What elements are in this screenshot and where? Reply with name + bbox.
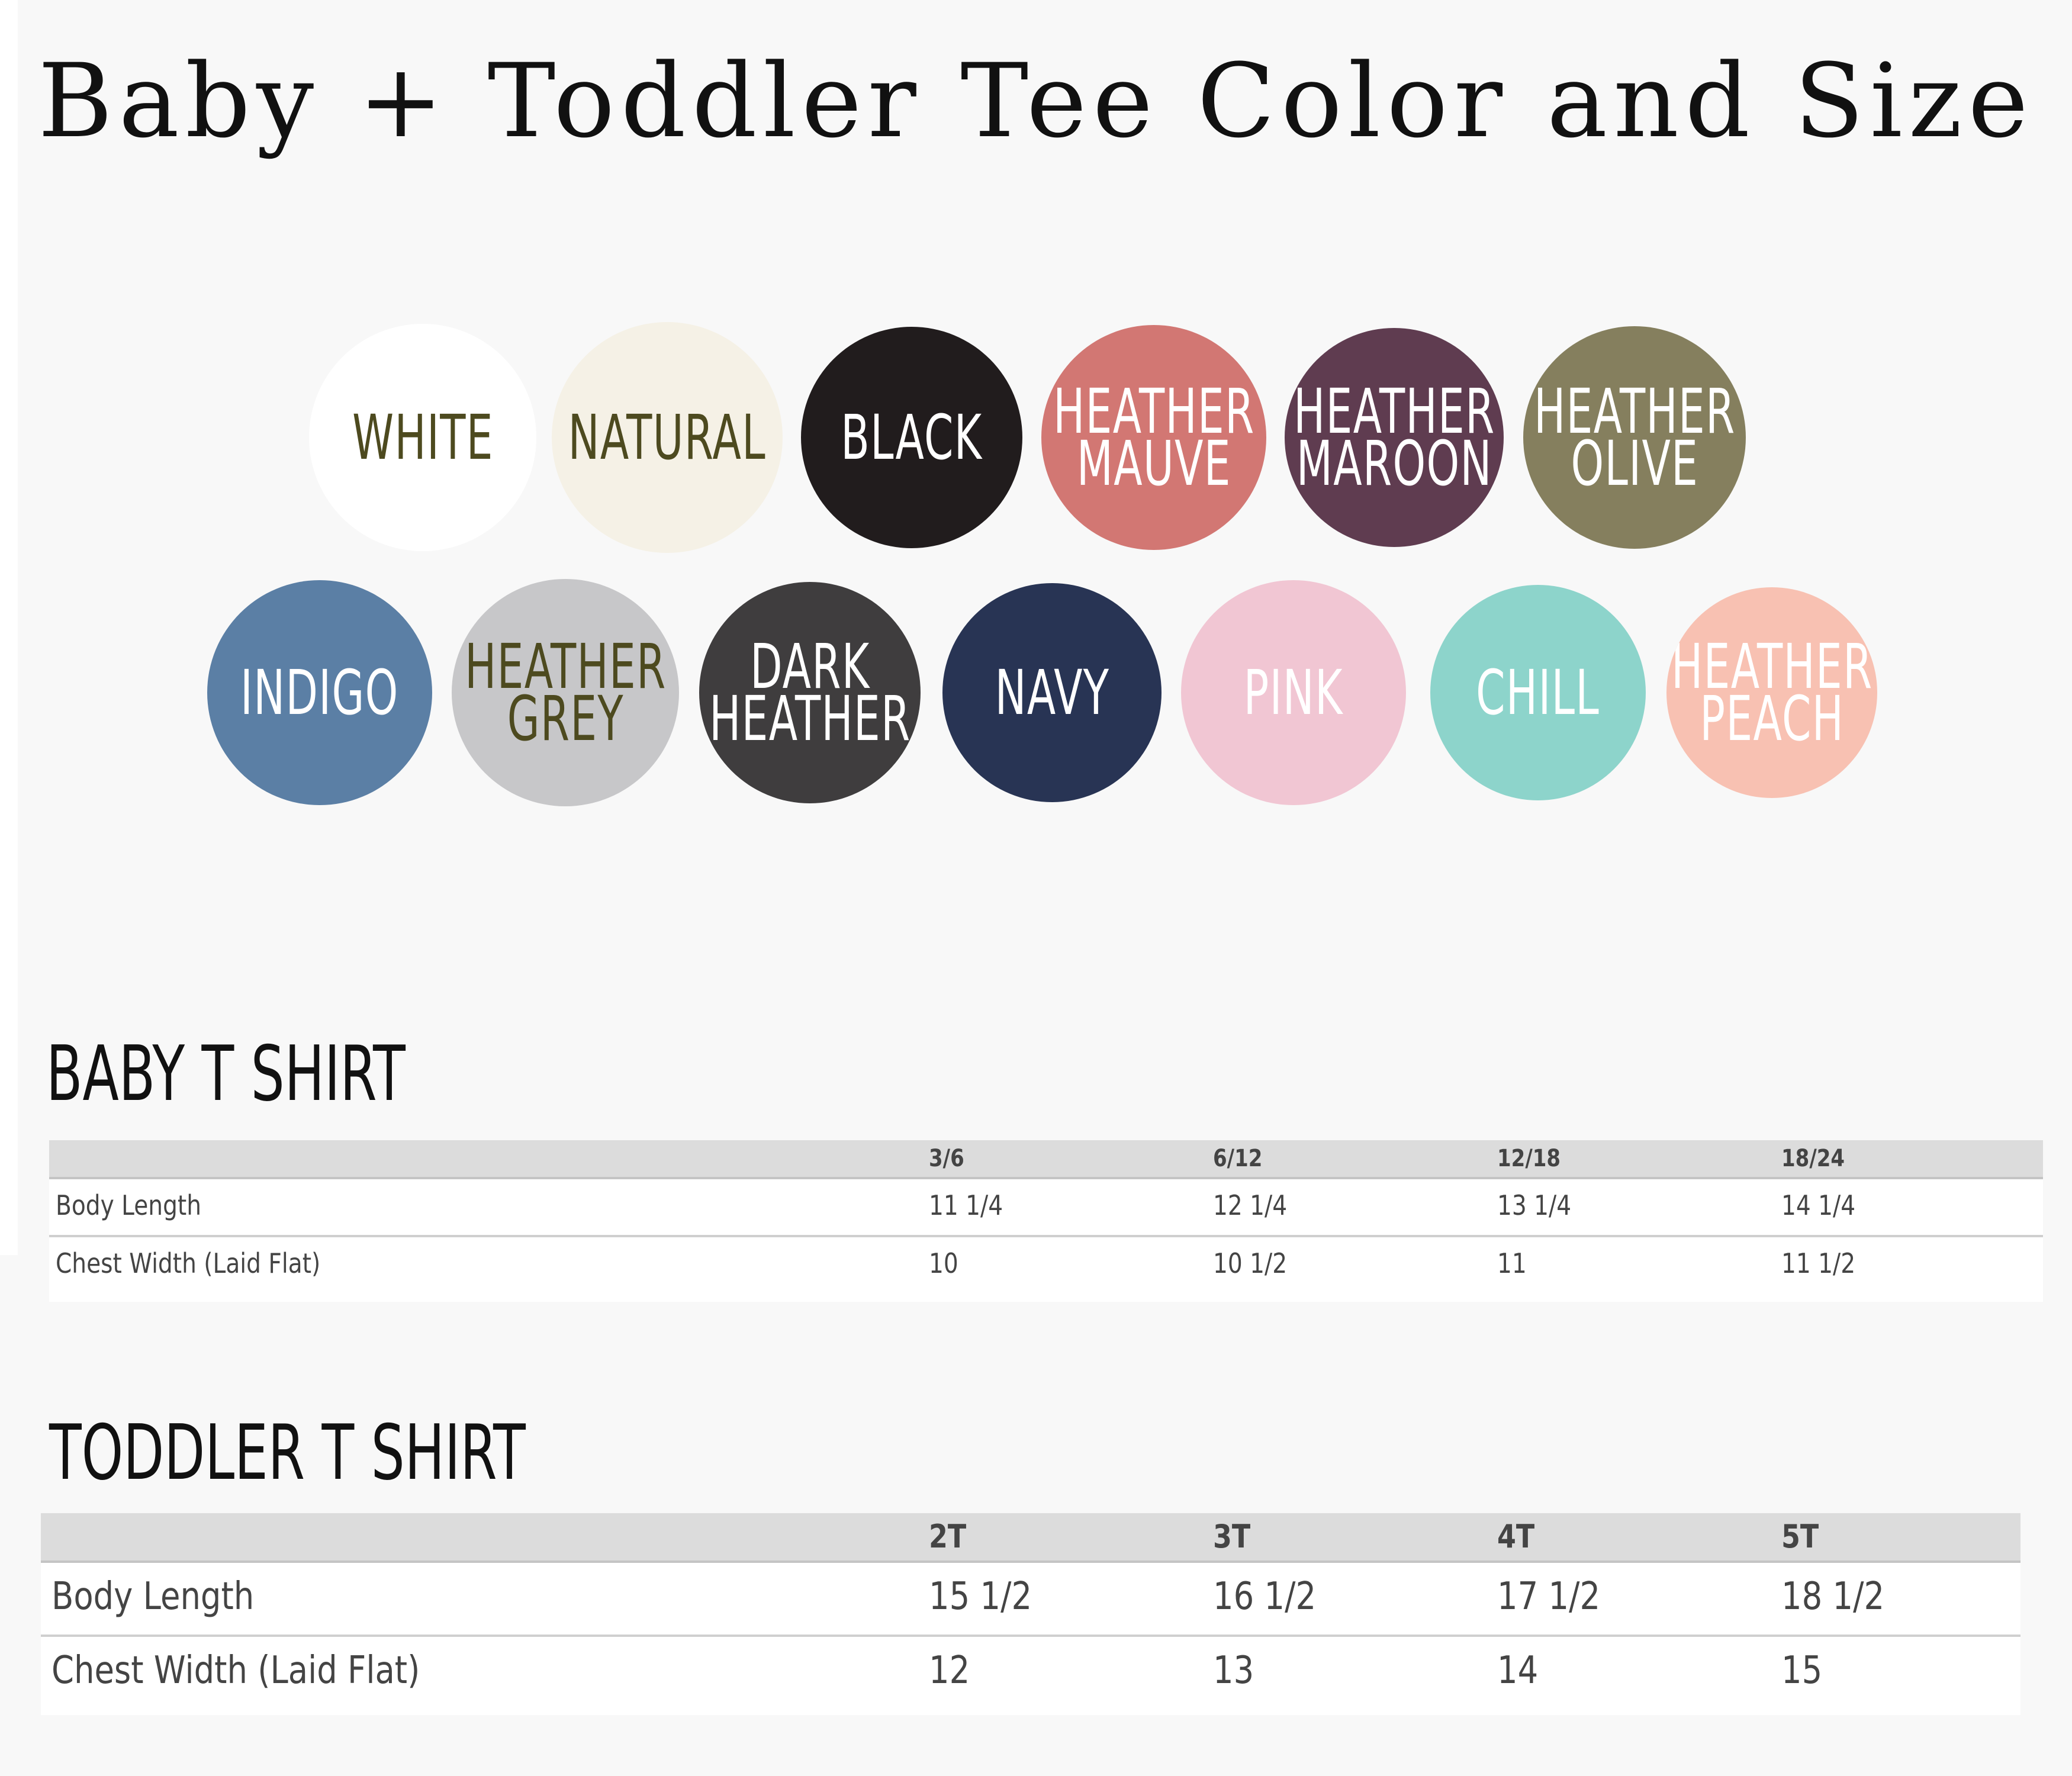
column-header: 6/12 <box>1213 1145 1263 1172</box>
color-swatch: INDIGO <box>207 580 432 805</box>
table-cell: 16 1/2 <box>1213 1575 1317 1619</box>
color-swatch: PINK <box>1181 580 1406 805</box>
row-label: Chest Width (Laid Flat) <box>56 1247 321 1279</box>
row-label: Body Length <box>56 1189 202 1221</box>
column-header: 2T <box>929 1518 967 1555</box>
table-cell: 17 1/2 <box>1497 1575 1601 1619</box>
toddler-size-table: 2T 3T 4T 5T Body Length 15 1/2 16 1/2 17 1/2 18 … <box>41 1513 2020 1715</box>
column-header: 3T <box>1213 1518 1251 1555</box>
color-label: HEATHER MAUVE <box>1053 375 1255 500</box>
color-swatch: CHILL <box>1430 585 1646 800</box>
table-row: Chest Width (Laid Flat) 10 10 1/2 11 11 1/2 <box>49 1237 2043 1293</box>
table-row: Body Length 15 1/2 16 1/2 17 1/2 18 1/2 <box>41 1563 2020 1637</box>
table-cell: 11 1/4 <box>929 1189 1003 1221</box>
color-swatch: BLACK <box>801 327 1022 548</box>
table-cell: 13 1/4 <box>1497 1189 1572 1221</box>
column-header: 18/24 <box>1781 1145 1845 1172</box>
table-cell: 14 1/4 <box>1781 1189 1856 1221</box>
table-row: Chest Width (Laid Flat) 12 13 14 15 <box>41 1637 2020 1709</box>
baby-heading: BABY T SHIRT <box>46 1030 406 1118</box>
color-label: PINK <box>1243 657 1344 729</box>
color-label: HEATHER GREY <box>464 630 667 755</box>
color-label: BLACK <box>841 401 983 474</box>
column-header: 12/18 <box>1497 1145 1561 1172</box>
page-title: Baby + Toddler Tee Color and Size <box>37 41 2035 160</box>
table-cell: 14 <box>1497 1649 1539 1693</box>
table-row: Body Length 11 1/4 12 1/4 13 1/4 14 1/4 <box>49 1179 2043 1237</box>
column-header: 5T <box>1781 1518 1819 1555</box>
table-cell: 10 1/2 <box>1213 1247 1288 1279</box>
baby-size-table: 3/6 6/12 12/18 18/24 Body Length 11 1/4 12 1/4… <box>49 1140 2043 1302</box>
toddler-heading: TODDLER T SHIRT <box>49 1409 526 1497</box>
table-cell: 13 <box>1213 1649 1254 1693</box>
column-header: 4T <box>1497 1518 1535 1555</box>
color-label: DARK HEATHER <box>709 630 911 755</box>
color-label: HEATHER OLIVE <box>1533 375 1736 500</box>
row-label: Body Length <box>52 1575 255 1619</box>
color-swatch: NAVY <box>942 583 1162 802</box>
color-swatch: HEATHER PEACH <box>1666 587 1877 798</box>
color-swatch: WHITE <box>309 324 536 551</box>
color-label: WHITE <box>352 401 494 474</box>
table-cell: 15 <box>1781 1649 1823 1693</box>
column-header: 3/6 <box>929 1145 964 1172</box>
table-cell: 18 1/2 <box>1781 1575 1885 1619</box>
table-cell: 11 <box>1497 1247 1527 1279</box>
page-edge <box>0 0 18 1255</box>
table-cell: 10 <box>929 1247 958 1279</box>
color-swatch: DARK HEATHER <box>699 582 921 803</box>
table-header: 3/6 6/12 12/18 18/24 <box>49 1140 2043 1179</box>
table-cell: 11 1/2 <box>1781 1247 1856 1279</box>
color-label: INDIGO <box>240 657 399 729</box>
color-swatch: HEATHER MAUVE <box>1041 325 1266 550</box>
color-swatch: HEATHER MAROON <box>1285 328 1504 547</box>
color-label: HEATHER PEACH <box>1671 630 1873 755</box>
color-label: CHILL <box>1476 657 1600 729</box>
color-swatch: NATURAL <box>552 322 783 553</box>
table-cell: 12 <box>929 1649 970 1693</box>
color-label: NATURAL <box>568 401 767 474</box>
color-label: NAVY <box>995 657 1109 729</box>
table-header: 2T 3T 4T 5T <box>41 1513 2020 1563</box>
color-swatch: HEATHER GREY <box>452 579 679 806</box>
color-swatch: HEATHER OLIVE <box>1523 326 1746 549</box>
table-cell: 15 1/2 <box>929 1575 1032 1619</box>
table-cell: 12 1/4 <box>1213 1189 1288 1221</box>
row-label: Chest Width (Laid Flat) <box>52 1649 420 1693</box>
color-label: HEATHER MAROON <box>1293 375 1495 500</box>
